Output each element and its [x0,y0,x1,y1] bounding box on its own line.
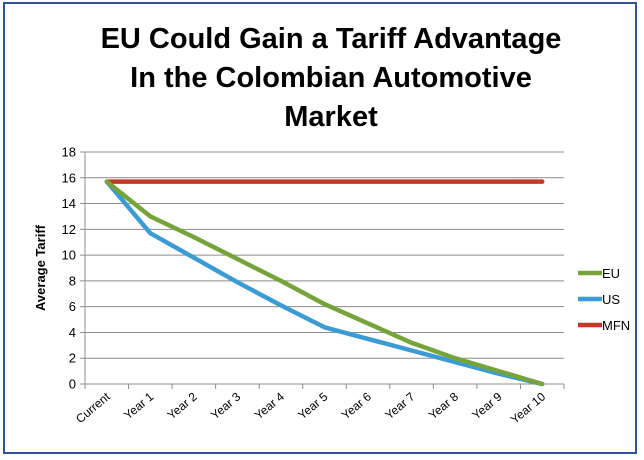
y-tick-label-12: 12 [62,222,76,237]
legend-label-eu: EU [602,266,620,281]
x-tick-label-year-7: Year 7 [382,389,417,422]
y-axis-label: Average Tariff [33,224,48,311]
x-tick-label-year-3: Year 3 [208,389,243,422]
x-tick-label-year-10: Year 10 [508,389,549,426]
legend: EU US MFN [578,266,630,333]
series-line-eu [107,182,542,384]
x-tick-label-year-2: Year 2 [165,389,200,422]
x-tick-label-year-4: Year 4 [252,389,287,422]
y-tick-label-16: 16 [62,170,76,185]
y-tick-label-2: 2 [69,351,76,366]
chart-frame: EU Could Gain a Tariff Advantage In the … [3,2,637,454]
y-tick-label-0: 0 [69,377,76,392]
x-tick-label-year-9: Year 9 [469,389,504,422]
chart-title-line-3: Market [284,101,378,133]
chart-svg: EU Could Gain a Tariff Advantage In the … [5,4,635,452]
series-line-us [107,182,542,384]
x-tick-label-year-8: Year 8 [426,389,461,422]
x-tick-label-year-5: Year 5 [295,389,330,422]
series-layer [107,182,543,385]
y-tick-label-10: 10 [62,248,76,263]
y-tick-label-8: 8 [69,273,76,288]
x-tick-label-year-6: Year 6 [339,389,374,422]
x-tick-label-year-1: Year 1 [121,389,156,422]
y-tick-label-18: 18 [62,145,76,160]
legend-label-mfn: MFN [602,318,630,333]
y-tick-label-6: 6 [69,299,76,314]
y-tick-label-4: 4 [69,325,76,340]
chart-title-line-1: EU Could Gain a Tariff Advantage [101,23,562,55]
chart-title-line-2: In the Colombian Automotive [130,62,532,94]
legend-label-us: US [602,292,620,307]
y-tick-label-14: 14 [62,196,76,211]
axis-layer: 0 2 4 6 8 10 12 14 16 18 Current Year 1 Year 2 Year 3… [62,145,564,427]
x-tick-label-current: Current [73,389,113,426]
